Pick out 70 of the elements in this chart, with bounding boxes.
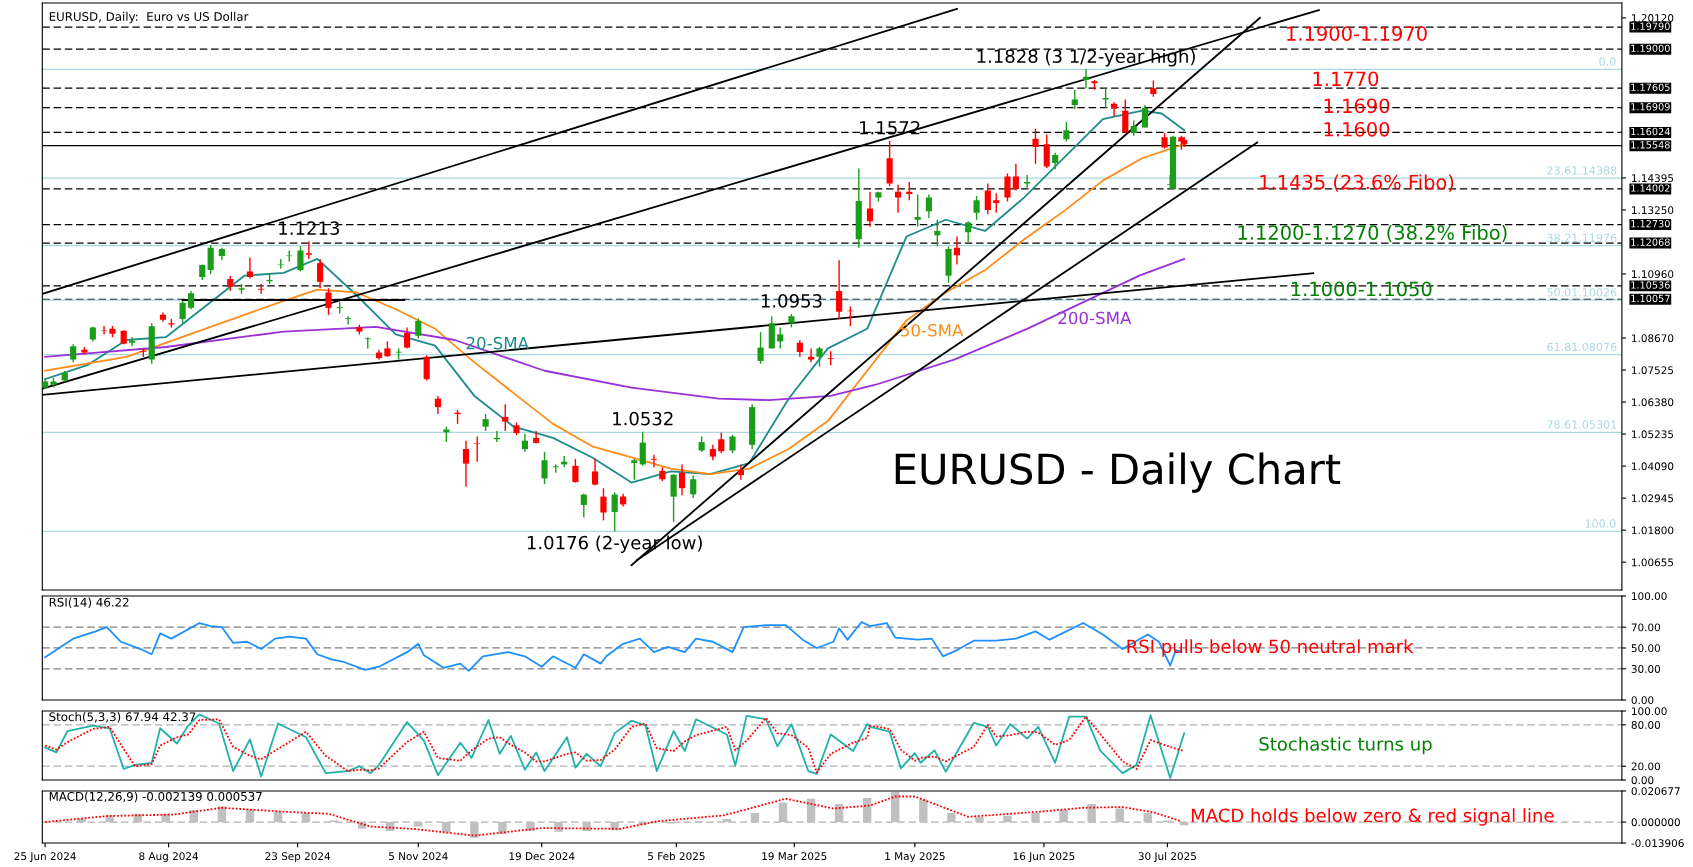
y-tick-label: 1.07525	[1632, 366, 1674, 375]
ref-line-label: 1.10536	[1631, 281, 1670, 289]
x-tick-label: 5 Feb 2025	[648, 852, 705, 861]
y-tick-label: 1.04090	[1632, 462, 1674, 471]
x-tick-label: 5 Nov 2024	[389, 852, 448, 861]
annotation: 200-SMA	[1058, 311, 1132, 325]
y-tick-label: 0.000000	[1631, 818, 1680, 827]
y-tick-label: 1.13250	[1632, 206, 1674, 215]
annotation: 1.1200-1.1270 (38.2% Fibo)	[1238, 224, 1507, 243]
y-tick-label: 100.00	[1632, 592, 1667, 601]
chart-title: MACD(12,26,9) -0.002139 0.000537	[49, 791, 262, 803]
annotation: 1.1828 (3 1/2-year high)	[977, 49, 1195, 67]
y-tick-label: 1.00655	[1632, 558, 1674, 567]
y-tick-label: 20.00	[1631, 762, 1661, 771]
ref-line-label: 1.10057	[1631, 294, 1670, 303]
x-tick-label: 1 May 2025	[885, 852, 945, 863]
annotation: 1.0532	[613, 411, 673, 426]
annotation: 0.0	[1599, 57, 1616, 66]
y-tick-label: 1.20120	[1632, 14, 1674, 22]
annotation: Stochastic turns up	[1259, 736, 1432, 755]
y-tick-label: 1.02945	[1632, 494, 1674, 503]
chart-title: Stoch(5,3,3) 67.94 42.37	[49, 712, 196, 723]
y-tick-label: 1.14395	[1632, 174, 1674, 183]
annotation: 1.1435 (23.6% Fibo)	[1260, 174, 1454, 192]
y-tick-label: 0.00	[1631, 696, 1654, 705]
x-tick-label: 16 Jun 2025	[1013, 852, 1075, 863]
ref-line-label: 78.61.05301	[1547, 420, 1617, 429]
text: EURUSD - Daily Chart	[895, 452, 1341, 493]
y-tick-label: 80.00	[1631, 721, 1661, 729]
ref-line-label: 1.12730	[1631, 219, 1670, 228]
y-tick-label: 0.00	[1631, 776, 1654, 785]
y-tick-label: 1.06380	[1632, 398, 1674, 407]
ref-line-label: 1.19790	[1631, 22, 1670, 30]
annotation: MACD holds below zero & red signal line	[1191, 808, 1554, 826]
x-tick-label: 30 Jul 2025	[1138, 852, 1196, 863]
x-tick-label: 19 Mar 2025	[762, 852, 827, 861]
annotation: 100.0	[1585, 519, 1616, 528]
y-tick-label: 70.00	[1631, 623, 1661, 632]
y-tick-label: -0.013906	[1631, 839, 1684, 848]
y-tick-label: 30.00	[1631, 665, 1661, 673]
x-tick-label: 19 Dec 2024	[509, 852, 575, 861]
ref-line-label: 1.17605	[1631, 83, 1670, 92]
y-tick-label: 1.08670	[1632, 334, 1674, 343]
ref-line-label: 1.14002	[1631, 184, 1670, 192]
ref-line-label: 1.12068	[1631, 238, 1670, 246]
ref-line-label: 38.21.11976	[1547, 233, 1617, 243]
y-tick-label: 1.05235	[1632, 430, 1674, 439]
y-tick-label: 1.10960	[1632, 270, 1674, 279]
ref-line-label: 1.19000	[1631, 44, 1670, 52]
ref-line-label: 1.15548	[1631, 141, 1670, 149]
chart-title: RSI(14) 46.22	[49, 597, 129, 609]
y-tick-label: 50.00	[1631, 644, 1661, 653]
annotation: 1.1213	[279, 221, 339, 236]
y-tick-label: 1.01800	[1632, 526, 1674, 535]
ref-line-label: 50.01.10026	[1547, 288, 1617, 297]
ref-line-label: 61.81.08076	[1547, 342, 1617, 352]
ref-line-label: 1.16024	[1631, 127, 1670, 136]
annotation: 1.1900-1.1970	[1287, 26, 1427, 41]
annotation: 50-SMA	[901, 323, 964, 337]
ref-line-label: 1.16909	[1631, 103, 1670, 111]
y-tick-label: 0.020677	[1631, 787, 1680, 796]
y-tick-label: 100.00	[1632, 707, 1667, 716]
x-tick-label: 8 Aug 2024	[139, 852, 199, 863]
annotation: 20-SMA	[466, 336, 529, 350]
x-tick-label: 25 Jun 2024	[14, 852, 76, 863]
annotation: RSI pulls below 50 neutral mark	[1127, 639, 1414, 657]
x-tick-label: 23 Sep 2024	[265, 852, 331, 863]
text: EURUSD, Daily: Euro vs US Dollar	[49, 11, 249, 24]
annotation: 1.1770	[1313, 71, 1379, 87]
ref-line-label: 23.61.14388	[1547, 166, 1617, 175]
